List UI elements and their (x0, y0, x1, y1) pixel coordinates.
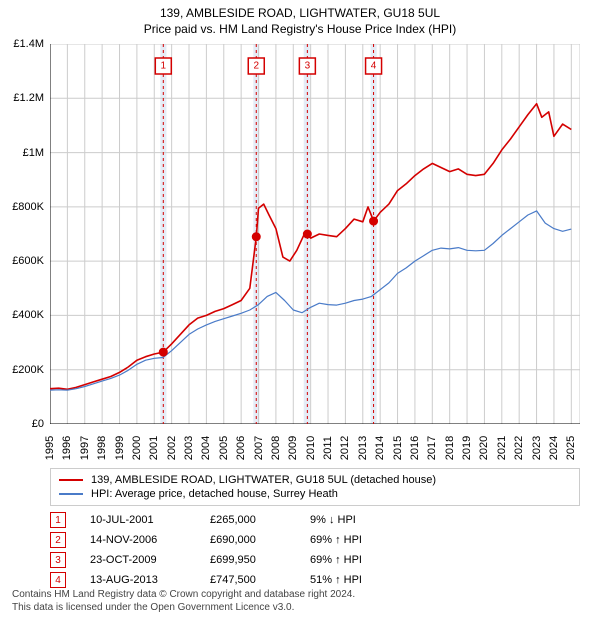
legend-row-hpi: HPI: Average price, detached house, Surr… (59, 487, 571, 501)
y-tick-label: £800K (12, 201, 44, 213)
x-tick-label: 2018 (444, 436, 456, 460)
svg-text:3: 3 (305, 61, 311, 72)
x-tick-label: 2001 (148, 436, 160, 460)
footer-line2: This data is licensed under the Open Gov… (12, 601, 355, 614)
sales-table: 1 10-JUL-2001£265,0009% ↓ HPI 2 14-NOV-2006… (50, 510, 580, 590)
chart-plot-area: 1 2 3 4 (50, 44, 580, 424)
y-tick-label: £200K (12, 364, 44, 376)
x-tick-label: 2022 (513, 436, 525, 460)
sales-diff: 69% ↑ HPI (310, 534, 430, 546)
sales-row: 3 23-OCT-2009£699,95069% ↑ HPI (50, 550, 580, 570)
chart-title-line1: 139, AMBLESIDE ROAD, LIGHTWATER, GU18 5U… (0, 0, 600, 20)
x-tick-label: 2009 (287, 436, 299, 460)
x-tick-label: 2023 (531, 436, 543, 460)
x-tick-label: 2017 (426, 436, 438, 460)
y-tick-label: £600K (12, 255, 44, 267)
x-tick-label: 2014 (374, 436, 386, 460)
sales-date: 14-NOV-2006 (90, 534, 210, 546)
legend-label-property: 139, AMBLESIDE ROAD, LIGHTWATER, GU18 5U… (91, 474, 436, 486)
footer: Contains HM Land Registry data © Crown c… (12, 588, 355, 614)
x-tick-label: 1999 (114, 436, 126, 460)
sales-marker: 1 (50, 512, 66, 528)
svg-text:1: 1 (161, 61, 167, 72)
x-axis-labels: 1995199619971998199920002001200220032004… (50, 428, 580, 468)
x-tick-label: 2013 (357, 436, 369, 460)
chart-container: 139, AMBLESIDE ROAD, LIGHTWATER, GU18 5U… (0, 0, 600, 620)
footer-line1: Contains HM Land Registry data © Crown c… (12, 588, 355, 601)
y-tick-label: £1.4M (13, 38, 44, 50)
x-tick-label: 2004 (200, 436, 212, 460)
x-tick-label: 2024 (548, 436, 560, 460)
sales-date: 10-JUL-2001 (90, 514, 210, 526)
x-tick-label: 2011 (322, 436, 334, 460)
x-tick-label: 2010 (305, 436, 317, 460)
x-tick-label: 2003 (183, 436, 195, 460)
sales-price: £690,000 (210, 534, 310, 546)
x-tick-label: 2012 (339, 436, 351, 460)
y-tick-label: £0 (32, 418, 44, 430)
x-tick-label: 1995 (44, 436, 56, 460)
sales-diff: 9% ↓ HPI (310, 514, 430, 526)
sales-row: 2 14-NOV-2006£690,00069% ↑ HPI (50, 530, 580, 550)
x-tick-label: 2019 (461, 436, 473, 460)
svg-text:4: 4 (371, 61, 377, 72)
sales-marker: 4 (50, 572, 66, 588)
legend-row-property: 139, AMBLESIDE ROAD, LIGHTWATER, GU18 5U… (59, 473, 571, 487)
chart-title-line2: Price paid vs. HM Land Registry's House … (0, 20, 600, 40)
x-tick-label: 2025 (565, 436, 577, 460)
x-tick-label: 2005 (218, 436, 230, 460)
sales-row: 4 13-AUG-2013£747,50051% ↑ HPI (50, 570, 580, 590)
y-tick-label: £1M (23, 147, 44, 159)
chart-svg: 1 2 3 4 (50, 44, 580, 424)
x-tick-label: 2007 (253, 436, 265, 460)
sales-price: £699,950 (210, 554, 310, 566)
x-tick-label: 2000 (131, 436, 143, 460)
legend-swatch-hpi (59, 493, 83, 495)
sales-diff: 51% ↑ HPI (310, 574, 430, 586)
legend: 139, AMBLESIDE ROAD, LIGHTWATER, GU18 5U… (50, 468, 580, 506)
y-tick-label: £400K (12, 309, 44, 321)
legend-label-hpi: HPI: Average price, detached house, Surr… (91, 488, 338, 500)
x-tick-label: 2008 (270, 436, 282, 460)
x-tick-label: 2016 (409, 436, 421, 460)
x-tick-label: 1996 (61, 436, 73, 460)
sales-diff: 69% ↑ HPI (310, 554, 430, 566)
x-tick-label: 2020 (478, 436, 490, 460)
x-tick-label: 1997 (79, 436, 91, 460)
x-tick-label: 2002 (166, 436, 178, 460)
legend-swatch-property (59, 479, 83, 481)
sales-date: 13-AUG-2013 (90, 574, 210, 586)
x-tick-label: 2006 (235, 436, 247, 460)
svg-text:2: 2 (253, 61, 259, 72)
sales-price: £265,000 (210, 514, 310, 526)
y-tick-label: £1.2M (13, 92, 44, 104)
y-axis-labels: £0£200K£400K£600K£800K£1M£1.2M£1.4M (0, 44, 48, 424)
sales-marker: 3 (50, 552, 66, 568)
sales-marker: 2 (50, 532, 66, 548)
x-tick-label: 1998 (96, 436, 108, 460)
sales-price: £747,500 (210, 574, 310, 586)
x-tick-label: 2015 (392, 436, 404, 460)
x-tick-label: 2021 (496, 436, 508, 460)
sales-row: 1 10-JUL-2001£265,0009% ↓ HPI (50, 510, 580, 530)
sales-date: 23-OCT-2009 (90, 554, 210, 566)
